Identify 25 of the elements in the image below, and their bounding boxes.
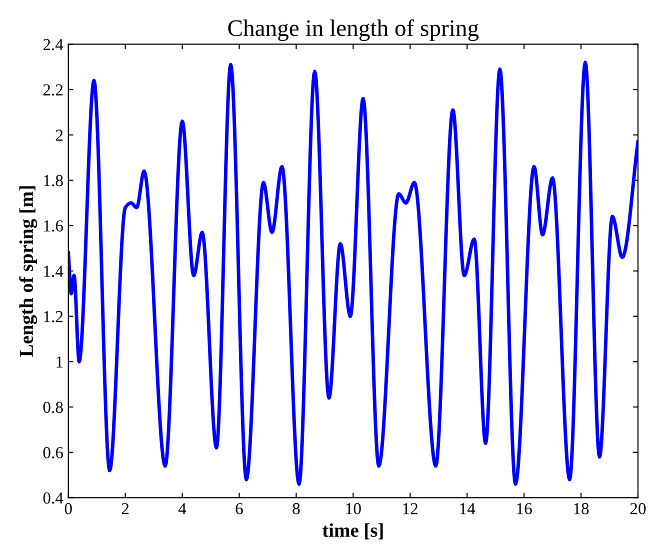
y-tick-label: 2 (56, 130, 63, 141)
x-tick-label: 18 (574, 503, 589, 514)
x-tick-label: 2 (122, 503, 129, 514)
y-tick-label: 0.8 (43, 402, 63, 414)
y-tick-label: 1.4 (44, 266, 64, 277)
x-tick-label: 16 (517, 503, 532, 514)
y-tick-label: 1.2 (44, 311, 63, 322)
y-tick-label: 1 (56, 356, 62, 368)
x-tick-label: 20 (630, 503, 646, 514)
x-tick-label: 6 (236, 503, 243, 514)
x-tick-label: 10 (346, 503, 361, 514)
y-axis-title: Length of spring [m] (19, 186, 38, 357)
chart-title: Change in length of spring (228, 19, 479, 41)
y-tick-label: 1.8 (44, 174, 63, 186)
y-tick-label: 2.4 (43, 38, 64, 50)
y-tick-label: 0.4 (43, 492, 64, 504)
x-tick-label: 12 (403, 503, 418, 514)
x-tick-label: 4 (178, 503, 186, 514)
y-tick-label: 2.2 (43, 84, 63, 96)
x-tick-label: 14 (460, 503, 476, 514)
y-tick-label: 1.6 (44, 220, 63, 232)
x-tick-label: 8 (292, 503, 300, 514)
x-axis-title: time [s] (322, 523, 383, 540)
y-tick-label: 0.6 (43, 447, 63, 458)
x-tick-label: 0 (64, 503, 72, 514)
